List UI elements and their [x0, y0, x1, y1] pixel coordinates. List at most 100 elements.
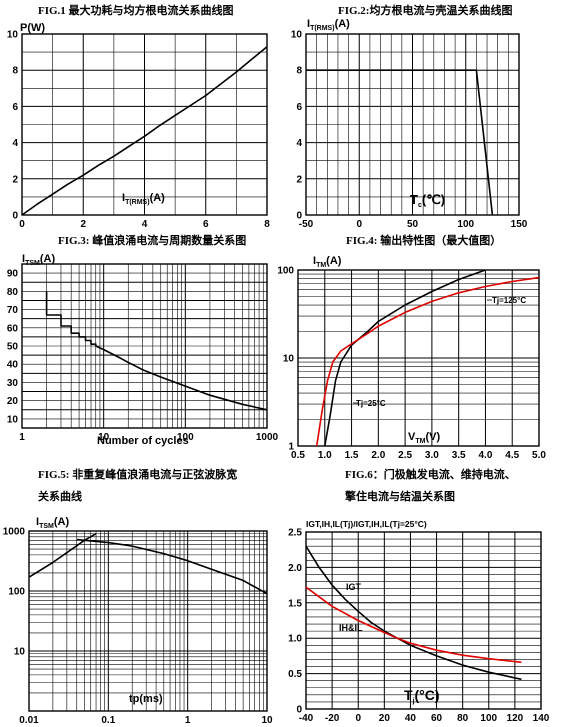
chart-6: FIG.6：门极触发电流、维持电流、 擎住电流与结温关系图 IGT,IH,IL(… [288, 467, 550, 724]
y-tick-label: 0 [12, 211, 18, 222]
x-tick-label: 4 [142, 219, 148, 230]
chart-3: FIG.3: 峰值浪涌电流与周期数量关系图 ITSM(A) Number of … [7, 233, 279, 447]
y-tick-label: 2 [12, 174, 18, 185]
x-tick-label: 4.0 [478, 450, 492, 461]
chart-6-annot-ih-il: IH&IL [339, 623, 363, 633]
chart-2-xlabel: Tc(℃) [410, 192, 445, 209]
series-line-1 [315, 276, 540, 447]
x-tick-label: 140 [533, 713, 550, 724]
x-tick-label: 2.0 [371, 450, 385, 461]
chart-2-lines [306, 69, 494, 216]
y-tick-label: 10 [291, 30, 303, 41]
x-tick-label: 0 [356, 219, 362, 230]
x-tick-label: 10 [261, 715, 273, 726]
chart-4-title: FIG.4: 输出特性图（最大值图） [346, 233, 501, 247]
plot-frame [21, 33, 268, 216]
y-tick-label: 100 [277, 266, 294, 277]
y-tick-label: 60 [7, 323, 19, 334]
y-tick-label: 2.5 [288, 528, 302, 539]
y-tick-label: 1 [288, 442, 294, 453]
chart-3-lines [45, 291, 268, 411]
x-tick-label: 40 [405, 713, 417, 724]
x-tick-label: 5.0 [532, 450, 546, 461]
series-line-0 [306, 69, 494, 216]
x-tick-label: 50 [407, 219, 419, 230]
y-tick-label: 6 [12, 102, 18, 113]
x-tick-label: 8 [264, 219, 270, 230]
chart-5-ticks: 0.01 0.1 1 10 10 100 1000 [3, 527, 273, 727]
chart-6-ticks: -40 -20 0 20 40 60 80 100 120 140 0 0.5 1.0 1.5 2.0 2.5 [288, 528, 550, 725]
series-line-0 [28, 533, 97, 578]
y-tick-label: 10 [7, 30, 19, 41]
chart-3-xlabel: Number of cycles [97, 435, 189, 447]
x-tick-label: 0.1 [101, 715, 115, 726]
chart-1-xlabel: IT(RMS)(A) [122, 192, 165, 206]
x-tick-label: 1000 [256, 432, 279, 443]
y-tick-label: 90 [7, 269, 19, 280]
x-tick-label: 2 [80, 219, 86, 230]
x-tick-label: 100 [457, 219, 474, 230]
x-tick-label: 2.5 [398, 450, 412, 461]
y-tick-label: 30 [7, 378, 19, 389]
series-line-0 [45, 291, 268, 411]
chart-4: FIG.4: 输出特性图（最大值图） ITM(A) VTM(V) 0.5 1.0 1… [277, 233, 546, 461]
chart-5-ylabel: ITSM(A) [36, 516, 69, 530]
x-tick-label: 150 [511, 219, 528, 230]
y-tick-label: 1000 [3, 527, 26, 538]
y-tick-label: 50 [7, 342, 19, 353]
chart-6-title-line1: FIG.6：门极触发电流、维持电流、 [345, 467, 516, 481]
x-tick-label: 120 [507, 713, 524, 724]
chart-1-lines [21, 46, 268, 216]
x-tick-label: 100 [480, 713, 497, 724]
chart-5-lines [28, 533, 268, 595]
y-tick-label: 8 [12, 66, 18, 77]
y-tick-label: 0 [296, 705, 302, 716]
x-tick-label: 3.5 [452, 450, 466, 461]
x-tick-label: -20 [325, 713, 340, 724]
plot-frame [305, 33, 520, 216]
chart-1-grid [21, 33, 268, 216]
x-tick-label: 6 [203, 219, 209, 230]
chart-4-ticks: 0.5 1.0 1.5 2.0 2.5 3.0 3.5 4.0 4.5 5.0 1 10 100 [277, 266, 546, 462]
series-line-0 [21, 46, 268, 216]
y-tick-label: 10 [283, 354, 295, 365]
y-tick-label: 0 [296, 211, 302, 222]
x-tick-label: 80 [457, 713, 469, 724]
chart-2-grid [305, 33, 520, 216]
chart-4-lines [315, 269, 540, 447]
x-tick-label: 1.5 [345, 450, 359, 461]
series-line-0 [305, 545, 522, 681]
chart-6-lines [305, 545, 522, 681]
y-tick-label: 10 [14, 647, 26, 658]
chart-3-grid [21, 263, 268, 429]
chart-2: FIG.2:均方根电流与壳温关系曲线图 IT(RMS)(A) Tc(℃) -50… [291, 3, 528, 230]
plot-frame [28, 530, 268, 712]
x-tick-label: -40 [299, 713, 314, 724]
y-tick-label: 1.0 [288, 634, 302, 645]
plot-frame [21, 263, 268, 429]
chart-5-title-line2: 关系曲线 [38, 489, 82, 503]
chart-6-ylabel: IGT,IH,IL(Tj)/IGT,IH,IL(Tj=25°C) [306, 519, 427, 529]
plot-frame [297, 269, 540, 447]
chart-4-xlabel: VTM(V) [408, 431, 440, 445]
y-tick-label: 8 [296, 66, 302, 77]
plot-frame [305, 531, 542, 710]
series-line-1 [76, 538, 268, 595]
y-tick-label: 2 [296, 174, 302, 185]
chart-1: FIG.1 最大功耗与均方根电流关系曲线图 P(W) IT(RMS)(A) 0 2… [7, 3, 270, 230]
x-tick-label: 3.0 [425, 450, 439, 461]
chart-5: FIG.5: 非重复峰值浪涌电流与正弦波脉宽 关系曲线 ITSM(A) tp(m… [3, 467, 273, 726]
x-tick-label: 100 [177, 432, 194, 443]
chart-6-annot-igt: IGT [346, 582, 362, 592]
y-tick-label: 1.5 [288, 598, 302, 609]
chart-2-ylabel: IT(RMS)(A) [307, 18, 350, 32]
y-tick-label: 20 [7, 396, 19, 407]
chart-4-annot-25: Tj=25°C [356, 399, 386, 408]
y-tick-label: 100 [8, 587, 25, 598]
chart-4-ylabel: ITM(A) [313, 255, 342, 269]
chart-5-grid [28, 530, 268, 712]
chart-3-ylabel: ITSM(A) [22, 253, 55, 267]
